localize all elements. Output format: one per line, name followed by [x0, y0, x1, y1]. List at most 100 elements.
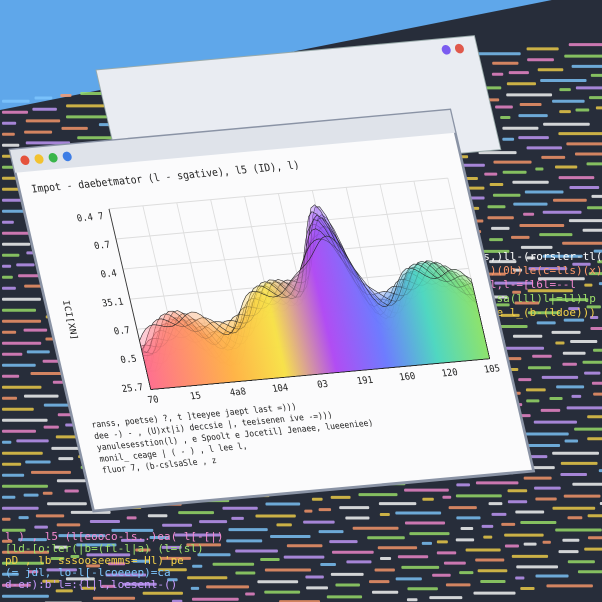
code-token — [492, 61, 519, 65]
code-token — [566, 406, 602, 410]
code-token — [549, 397, 563, 401]
code-token — [515, 576, 525, 580]
code-token — [2, 121, 17, 125]
code-token — [42, 579, 60, 583]
code-token — [590, 73, 602, 77]
code-token — [23, 328, 48, 332]
code-token — [523, 542, 537, 546]
code-token — [477, 569, 508, 573]
code-token — [504, 544, 519, 548]
code-token — [502, 346, 545, 350]
code-token — [460, 526, 474, 530]
code-token — [2, 462, 22, 466]
code-token — [70, 554, 80, 558]
code-token — [445, 583, 471, 587]
code-token — [2, 99, 30, 103]
code-token — [2, 374, 20, 378]
code-token — [525, 432, 569, 436]
code-token — [455, 538, 475, 542]
code-token — [518, 378, 532, 382]
code-token — [34, 96, 53, 100]
code-token — [571, 394, 582, 398]
code-token — [47, 502, 87, 506]
code-token — [260, 557, 280, 561]
code-token — [191, 597, 239, 601]
code-token — [542, 210, 582, 214]
code-token — [345, 516, 370, 520]
code-token — [335, 583, 360, 587]
code-token — [456, 483, 470, 487]
code-token — [487, 216, 514, 220]
window-dot — [441, 45, 451, 55]
code-token — [513, 202, 548, 206]
x-tick-label: 03 — [316, 379, 329, 391]
code-token — [16, 439, 49, 443]
code-token — [18, 538, 47, 542]
code-token — [2, 132, 15, 136]
code-token — [2, 352, 23, 356]
code-token — [442, 495, 452, 499]
y-tick-label: 0.7 — [93, 239, 111, 252]
plot: 0.4 7 0.7 0.4 35.1 0.7 0.5 25.770 15 4a8 104 03 191… — [76, 177, 501, 475]
code-token — [477, 52, 521, 56]
code-token — [2, 407, 34, 411]
code-token — [2, 550, 50, 554]
code-token — [587, 514, 602, 518]
code-token — [572, 482, 602, 486]
code-token — [562, 538, 580, 542]
title-bar — [10, 109, 456, 173]
code-token — [2, 451, 43, 455]
code-token — [379, 513, 390, 517]
code-token — [506, 82, 536, 86]
code-token — [436, 540, 448, 544]
code-token — [493, 160, 532, 164]
code-token — [558, 176, 595, 180]
code-token — [377, 546, 418, 550]
code-token — [562, 362, 577, 366]
code-token — [568, 43, 602, 47]
code-token — [599, 502, 602, 506]
x-tick-label: 70 — [147, 394, 160, 406]
code-token — [556, 385, 585, 389]
code-token — [401, 565, 440, 569]
code-token — [520, 586, 535, 590]
code-token — [126, 516, 137, 520]
x-tick-label: 191 — [356, 375, 374, 388]
code-token — [142, 591, 183, 595]
code-line: dsage l_(b-(ldoe))) — [470, 306, 596, 319]
code-token — [502, 170, 527, 174]
code-token — [552, 99, 585, 103]
code-token — [587, 415, 602, 419]
code-token — [2, 275, 13, 279]
code-token — [2, 473, 25, 477]
code-token — [86, 553, 131, 557]
code-token — [2, 429, 36, 433]
code-token — [407, 587, 438, 591]
code-token — [24, 130, 53, 134]
code-token — [76, 543, 117, 547]
code-token — [526, 47, 559, 51]
code-token — [572, 262, 591, 266]
code-line: oo(lsa(lll)l|=ll)lp — [470, 292, 596, 305]
code-token — [559, 110, 571, 114]
code-token — [575, 108, 590, 112]
code-token — [564, 54, 602, 58]
code-token — [65, 577, 95, 581]
code-token — [524, 190, 564, 194]
code-token — [2, 484, 48, 488]
code-token — [553, 198, 587, 202]
code-line: l(s,)ll-(rorsler-tl(l — [470, 250, 602, 263]
code-token — [520, 245, 553, 249]
code-token — [255, 514, 296, 518]
code-token — [186, 543, 222, 547]
code-token — [86, 564, 101, 568]
code-token — [510, 367, 519, 371]
code-token — [511, 554, 549, 558]
code-token — [589, 96, 602, 100]
code-token — [508, 357, 522, 361]
y-tick-label: 0.7 — [113, 325, 131, 338]
code-token — [2, 253, 20, 257]
code-token — [502, 126, 539, 130]
code-token — [507, 489, 528, 493]
code-token — [2, 583, 31, 587]
